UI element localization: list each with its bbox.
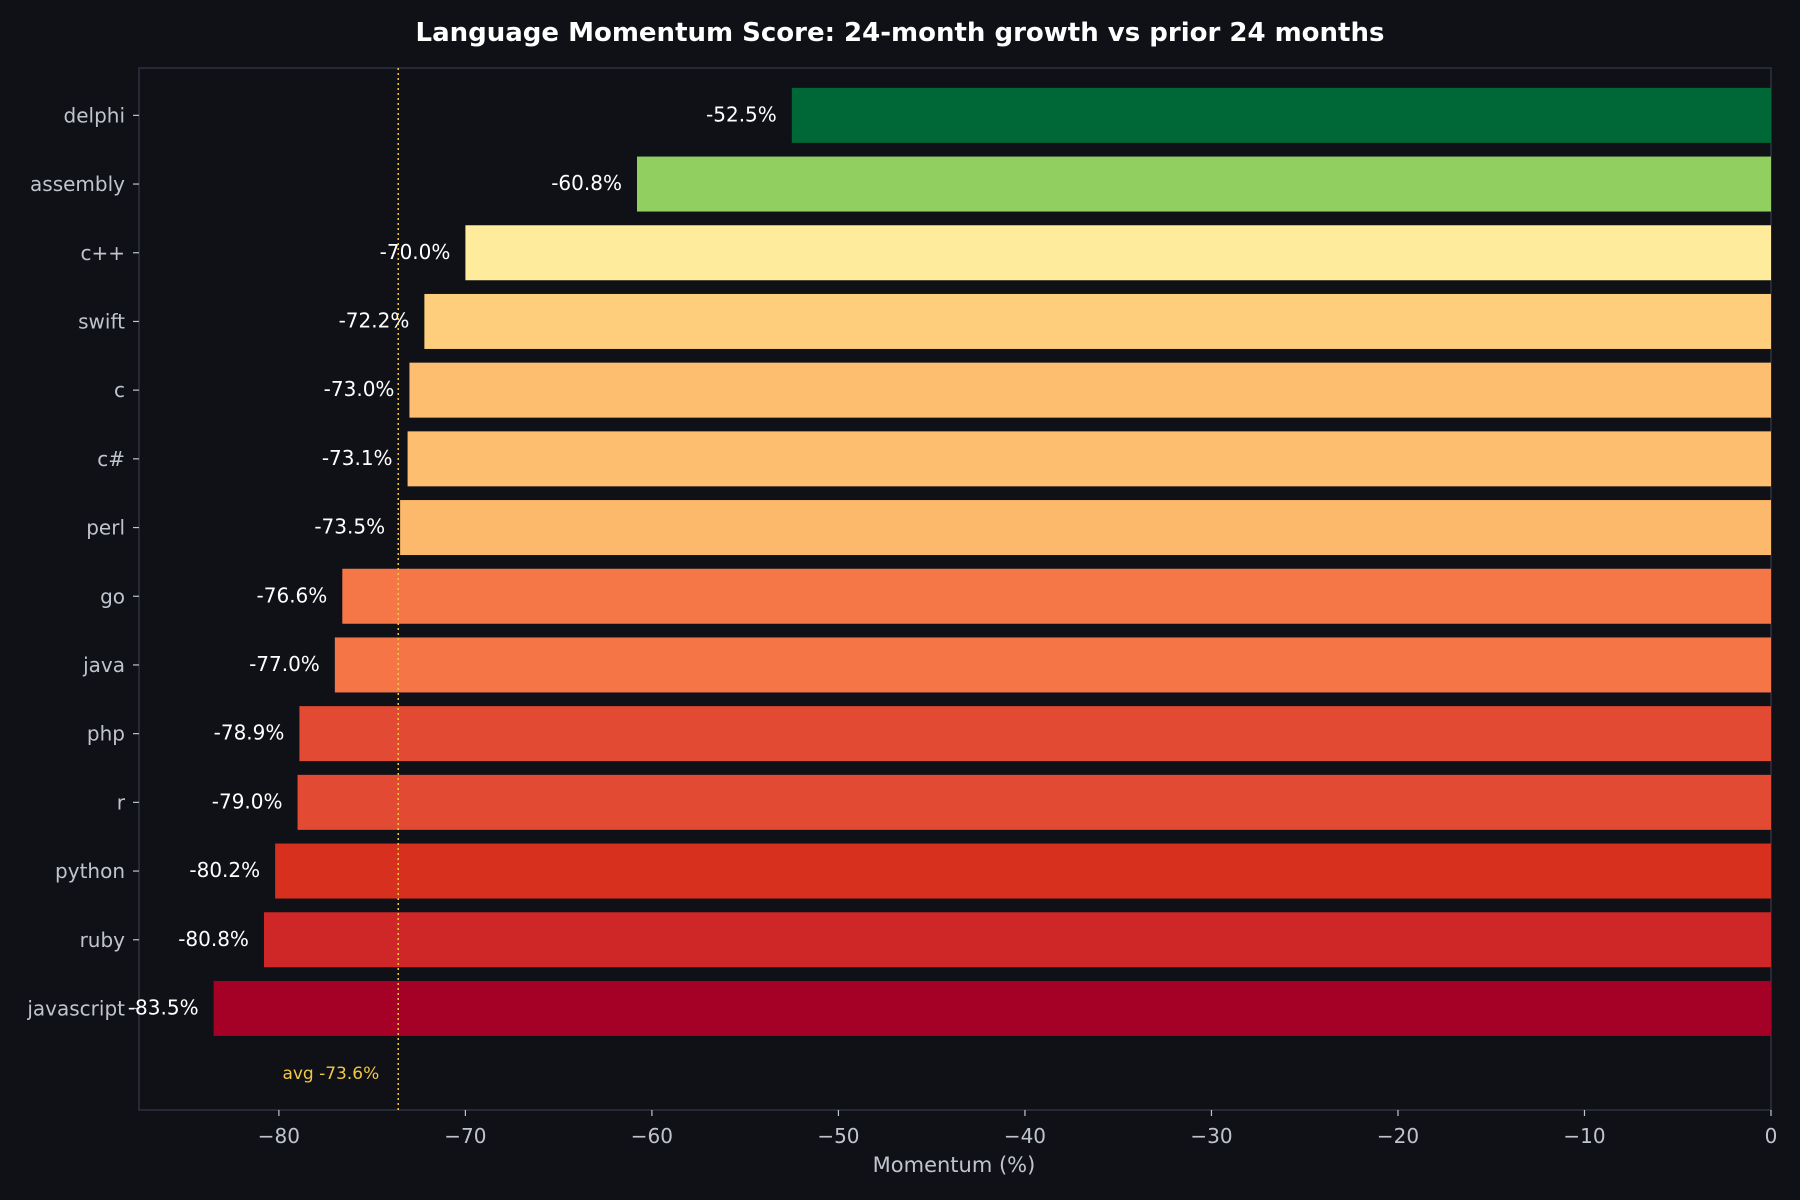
bar-javascript	[213, 980, 1771, 1036]
value-label-perl: -73.5%	[314, 515, 385, 539]
x-tick-label: −60	[631, 1124, 673, 1148]
y-tick-label-php: php	[87, 722, 125, 746]
x-tick-label: −80	[258, 1124, 300, 1148]
value-label-r: -79.0%	[212, 789, 283, 813]
y-tick-label-swift: swift	[78, 309, 125, 333]
x-tick-label: 0	[1765, 1124, 1778, 1148]
y-tick-label-c#: c#	[97, 447, 125, 471]
value-label-java: -77.0%	[249, 652, 320, 676]
x-tick-label: −70	[444, 1124, 486, 1148]
bar-delphi	[791, 87, 1771, 143]
value-label-c#: -73.1%	[322, 446, 393, 470]
value-label-assembly: -60.8%	[551, 171, 622, 195]
bar-java	[334, 637, 1772, 693]
value-label-javascript: -83.5%	[128, 995, 199, 1019]
y-tick-label-delphi: delphi	[64, 103, 125, 127]
chart-title: Language Momentum Score: 24-month growth…	[415, 18, 1385, 48]
y-tick-label-c: c	[114, 378, 125, 402]
bar-ruby	[263, 912, 1771, 968]
x-tick-label: −40	[1004, 1124, 1046, 1148]
average-label: avg -73.6%	[282, 1064, 379, 1084]
value-label-c: -73.0%	[324, 377, 395, 401]
y-tick-label-ruby: ruby	[80, 928, 126, 952]
y-tick-label-python: python	[55, 859, 125, 883]
value-label-go: -76.6%	[257, 583, 328, 607]
y-tick-label-assembly: assembly	[30, 172, 125, 196]
y-tick-label-r: r	[117, 790, 126, 814]
value-label-php: -78.9%	[214, 721, 285, 745]
bar-c++	[465, 225, 1771, 281]
bar-python	[275, 843, 1772, 899]
x-tick-label: −20	[1377, 1124, 1419, 1148]
y-tick-label-c++: c++	[80, 241, 125, 265]
y-tick-label-perl: perl	[86, 516, 125, 540]
x-tick-label: −10	[1563, 1124, 1605, 1148]
y-tick-label-javascript: javascript	[26, 996, 125, 1020]
bar-swift	[424, 293, 1772, 349]
value-label-c++: -70.0%	[380, 240, 451, 264]
bar-c	[409, 362, 1772, 418]
bar-php	[299, 706, 1771, 762]
x-tick-label: −50	[817, 1124, 859, 1148]
y-tick-label-java: java	[82, 653, 125, 677]
bar-c#	[407, 431, 1771, 487]
value-label-python: -80.2%	[189, 858, 260, 882]
bar-assembly	[636, 156, 1771, 212]
x-tick-label: −30	[1190, 1124, 1232, 1148]
bar-r	[297, 774, 1772, 830]
x-axis-label: Momentum (%)	[873, 1153, 1036, 1177]
y-tick-label-go: go	[100, 584, 125, 608]
value-label-ruby: -80.8%	[178, 927, 249, 951]
bar-perl	[400, 500, 1771, 556]
bar-go	[342, 568, 1772, 624]
value-label-delphi: -52.5%	[706, 102, 777, 126]
